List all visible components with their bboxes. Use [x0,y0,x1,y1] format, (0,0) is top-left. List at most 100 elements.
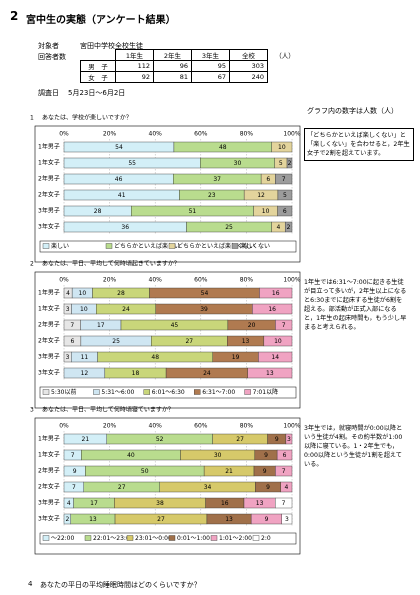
question-title: あなたは、平日、平均して何時頃寝ていますか？ [42,406,174,414]
value-label: 7 [282,500,286,507]
bar-segment [259,287,293,299]
legend-label: 楽しくない [240,242,270,250]
value-label: 37 [213,176,221,183]
value-label: 45 [171,322,179,329]
y-tick-label: 2年女子 [38,191,60,199]
col-header: 全校 [229,49,268,61]
x-tick-label: 100% [283,277,300,284]
x-tick-label: 20% [103,423,117,430]
col-header: 3年生 [191,49,230,61]
y-tick-label: 1年女子 [38,451,60,459]
value-label: 54 [115,144,123,151]
value-label: 12 [81,370,89,377]
value-label: 21 [225,468,233,475]
value-label: 11 [81,354,89,361]
cell: 81 [153,71,192,83]
value-label: 12 [257,192,265,199]
x-tick-label: 40% [149,277,163,284]
side-note: 3年生では，就寝時間が0:00以降という生徒が4割。その約半数が1:00以降に寝… [304,425,403,468]
value-label: 7 [282,322,286,329]
x-tick-label: 80% [240,423,254,430]
bar-segment [263,335,293,347]
x-tick-label: 60% [194,423,208,430]
legend-label: どちらかといえば楽しい [114,242,180,250]
legend-swatch [168,535,176,541]
cell: 96 [153,60,192,72]
x-tick-label: 60% [194,277,208,284]
chart-frame [34,125,301,263]
bar-segment [284,221,293,233]
value-label: 7 [282,176,286,183]
y-tick-label: 3年男子 [38,207,60,215]
legend-frame [39,532,297,545]
value-label: 3 [287,436,291,443]
x-tick-label: 60% [194,131,208,138]
value-label: 24 [203,370,211,377]
legend-label: 0:01～1:00 [177,535,210,542]
legend-label: どちらかといえば楽しくない [177,242,255,250]
legend-swatch [84,535,92,541]
y-tick-label: 1年男子 [38,289,60,297]
value-label: 28 [94,208,102,215]
value-label: 4 [276,224,280,231]
value-label: 10 [278,144,286,151]
value-label: 14 [271,354,279,361]
value-label: 7 [72,484,76,491]
y-tick-label: 2年女子 [38,337,60,345]
respondents-label: 回答者数 [38,53,66,61]
x-tick-label: 20% [103,131,117,138]
legend-swatch [193,389,201,395]
bar-segment [286,157,293,169]
target: 宮田中学校全校生徒 [80,42,143,50]
value-label: 48 [219,144,227,151]
value-label: 6 [266,176,270,183]
value-label: 25 [112,338,120,345]
legend-label: 5:30以前 [51,388,76,396]
value-label: 9 [265,516,269,523]
y-tick-label: 2年女子 [38,483,60,491]
y-tick-label: 1年女子 [38,305,60,313]
legend-swatch [143,389,151,395]
bar-segment [275,465,293,477]
row-header: 女 子 [80,71,116,83]
bar-segment [258,351,293,363]
value-label: 48 [151,354,159,361]
value-label: 2 [287,224,291,231]
value-label: 4 [66,290,70,297]
question-number: 3 [30,407,34,414]
x-tick-label: 0% [59,131,69,138]
value-label: 17 [97,322,105,329]
x-tick-label: 40% [149,423,163,430]
col-header: 1年生 [115,49,154,61]
value-label: 50 [141,468,149,475]
value-label: 34 [204,484,212,491]
y-tick-label: 3年男子 [38,353,60,361]
y-tick-label: 2年男子 [38,467,60,475]
value-label: 5 [283,192,287,199]
value-label: 16 [268,306,276,313]
legend-swatch [168,243,176,249]
value-label: 23 [208,192,216,199]
value-label: 9 [275,436,279,443]
value-label: 19 [232,354,240,361]
value-label: 39 [200,306,208,313]
bar-segment [247,367,293,379]
question-title: あなたの平日の平均睡眠時間はどのくらいですか？ [40,581,201,589]
legend-swatch [231,243,239,249]
value-label: 10 [262,208,270,215]
y-tick-label: 1年女子 [38,159,60,167]
legend-swatch [105,243,113,249]
value-label: 36 [121,224,129,231]
legend-swatch [42,535,50,541]
note: グラフ内の数字は人数（人） [307,107,398,115]
bar-segment [275,319,293,331]
cell: 303 [229,60,268,72]
value-label: 5 [279,160,283,167]
x-tick-label: 40% [149,131,163,138]
respondents-table: 1年生 2年生 3年生 全校 （人） 男 子 112 96 95 303 女 子 92 81 67 24… [80,49,303,83]
y-tick-label: 1年男子 [38,435,60,443]
value-label: 13 [266,370,274,377]
value-label: 9 [264,452,268,459]
